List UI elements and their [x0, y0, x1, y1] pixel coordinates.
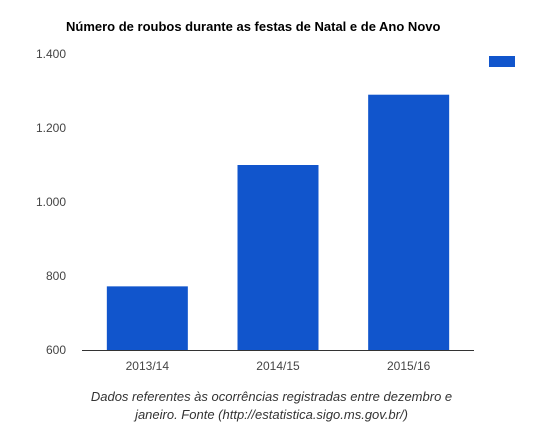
- y-tick-label: 800: [46, 269, 66, 283]
- x-tick-label: 2014/15: [256, 359, 300, 373]
- legend-swatch: [489, 56, 515, 67]
- y-tick-label: 1.000: [36, 195, 66, 209]
- x-tick-label: 2013/14: [126, 359, 170, 373]
- chart-title: Número de roubos durante as festas de Na…: [66, 19, 441, 34]
- bar-2015-16: [368, 94, 450, 350]
- caption-line-1: Dados referentes às ocorrências registra…: [90, 389, 453, 404]
- bars-group: [106, 94, 450, 350]
- bar-2014-15: [237, 165, 319, 350]
- x-axis: 2013/14 2014/15 2015/16: [82, 350, 474, 373]
- chart-caption: Dados referentes às ocorrências registra…: [0, 388, 543, 424]
- y-axis: 600 800 1.000 1.200 1.400: [36, 47, 66, 357]
- x-tick-label: 2015/16: [387, 359, 431, 373]
- y-tick-label: 1.400: [36, 47, 66, 61]
- y-tick-label: 1.200: [36, 121, 66, 135]
- y-tick-label: 600: [46, 343, 66, 357]
- bar-2013-14: [106, 286, 188, 350]
- caption-line-2: janeiro. Fonte (http://estatistica.sigo.…: [135, 407, 408, 422]
